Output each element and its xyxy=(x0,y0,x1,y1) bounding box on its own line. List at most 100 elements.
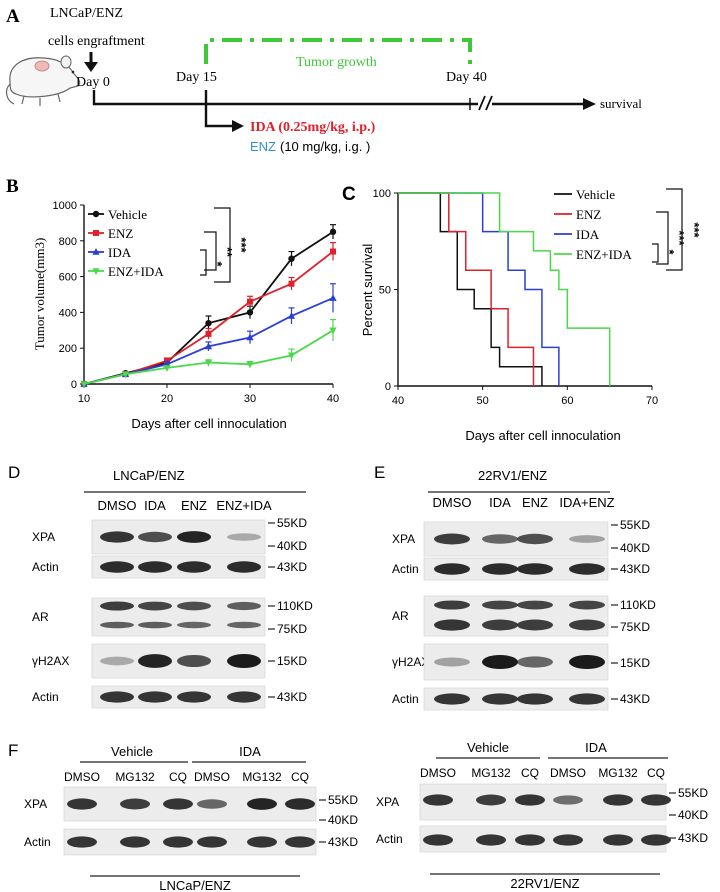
blot-band xyxy=(434,600,470,610)
panel-d-letter: D xyxy=(8,463,20,482)
series-enz-ida xyxy=(80,318,337,388)
data-point xyxy=(205,319,212,327)
marker-label: 43KD xyxy=(277,690,307,704)
significance-mark: *** xyxy=(672,230,687,246)
data-point xyxy=(121,371,130,379)
blot-row-label: Actin xyxy=(24,835,51,849)
y-axis-title: Percent survival xyxy=(360,244,375,337)
blot-band xyxy=(641,794,671,806)
series-ida-curve xyxy=(398,192,560,386)
y-tick-label: 400 xyxy=(59,307,77,319)
blot-band xyxy=(482,619,518,631)
panel-b-letter: B xyxy=(6,176,19,197)
x-tick-label: 60 xyxy=(561,395,573,407)
group-label-vehicle: Vehicle xyxy=(111,744,153,759)
bracket xyxy=(214,207,231,283)
series-enz-curve xyxy=(398,192,535,386)
legend-label: IDA xyxy=(576,227,600,242)
data-point xyxy=(205,330,212,337)
x-tick-label: 40 xyxy=(392,395,404,407)
blot-band xyxy=(138,654,172,668)
day0-label: Day 0 xyxy=(76,75,110,90)
blot-e: DMSO IDA ENZ IDA+ENZ XPA 55KD 40KD Actin 43KD AR 1… xyxy=(392,495,656,711)
blot-band xyxy=(569,535,605,543)
blot-band xyxy=(517,563,553,575)
blot-f-right: Vehicle IDA DMSO MG132 CQ DMSO MG132 CQ XPA 55KD 4… xyxy=(376,740,708,891)
survival-chart: 0 50 100 40 50 60 70 Days after cell innoculati… xyxy=(360,187,702,443)
blot-band xyxy=(569,619,605,631)
blot-band xyxy=(100,621,134,629)
marker-label: 43KD xyxy=(620,562,650,576)
blot-row-label: Actin xyxy=(392,562,419,576)
blot-band xyxy=(603,834,633,846)
lane-label: DMSO xyxy=(433,495,472,510)
blot-band xyxy=(423,794,453,806)
significance-brackets: *** *** xyxy=(200,207,249,283)
tumor-volume-chart: 0 200 400 600 800 1000 10 20 30 40 Days after cell… xyxy=(32,200,339,431)
blot-band xyxy=(120,798,150,810)
blot-row-label: Actin xyxy=(32,560,59,574)
blot-band xyxy=(163,836,193,848)
panel-e-title: 22RV1/ENZ xyxy=(478,468,547,483)
blot-row-label: γH2AX xyxy=(32,654,69,668)
data-point xyxy=(92,268,100,275)
lane-label: MG132 xyxy=(471,766,511,780)
blot-band xyxy=(227,533,261,541)
marker-label: 43KD xyxy=(277,560,307,574)
lane-label: CQ xyxy=(647,766,665,780)
data-point xyxy=(246,309,254,316)
data-point xyxy=(246,333,254,341)
data-point xyxy=(329,327,337,335)
blot-row-label: γH2AX xyxy=(392,655,429,669)
blot-band xyxy=(100,601,134,611)
blot-band xyxy=(120,836,150,848)
blot-band xyxy=(227,654,261,668)
significance-mark: ** xyxy=(220,247,235,258)
y-tick-label: 200 xyxy=(59,343,77,355)
data-point xyxy=(247,298,253,305)
y-tick-label: 600 xyxy=(59,272,77,284)
marker-label: 55KD xyxy=(277,516,307,530)
blot-band xyxy=(177,654,211,668)
marker-label: 55KD xyxy=(678,786,708,800)
blot-band xyxy=(177,691,211,703)
blot-title: 22RV1/ENZ xyxy=(510,876,579,891)
lane-label: ENZ+IDA xyxy=(216,498,272,513)
blot-band xyxy=(603,794,633,806)
group-label-vehicle: Vehicle xyxy=(467,740,509,755)
data-point xyxy=(92,248,100,255)
blot-band xyxy=(553,795,583,805)
panel-f-letter: F xyxy=(8,741,18,760)
lane-label: CQ xyxy=(521,766,539,780)
blot-band xyxy=(517,693,553,705)
data-point xyxy=(80,381,88,388)
marker-label: 43KD xyxy=(328,835,358,849)
panel-e: E 22RV1/ENZ DMSO IDA ENZ IDA+ENZ XPA 55KD 40KD… xyxy=(374,463,656,711)
blot-band xyxy=(138,531,172,543)
blot-band xyxy=(423,834,453,846)
engraftment-label: cells engraftment xyxy=(48,34,145,49)
blot-band xyxy=(100,656,134,666)
blot-band xyxy=(227,601,261,611)
blot-band xyxy=(569,693,605,705)
day40-label: Day 40 xyxy=(446,70,487,85)
blot-band xyxy=(641,834,671,846)
x-axis-title: Days after cell innoculation xyxy=(131,416,286,431)
blot-band xyxy=(515,794,545,806)
mouse-icon xyxy=(5,55,81,106)
lane-label: MG132 xyxy=(598,766,638,780)
blot-band xyxy=(100,691,134,703)
blot-band xyxy=(482,534,518,544)
blot-band xyxy=(100,561,134,573)
blot-row-label: XPA xyxy=(24,797,47,811)
blot-band xyxy=(476,834,506,846)
blot-band xyxy=(569,563,605,575)
blot-band xyxy=(482,600,518,610)
marker-label: 40KD xyxy=(277,539,307,553)
tumor-growth-label: Tumor growth xyxy=(296,55,377,70)
blot-band xyxy=(227,621,261,629)
marker-label: 55KD xyxy=(620,518,650,532)
data-point xyxy=(287,311,296,319)
lane-label: DMSO xyxy=(64,770,100,784)
